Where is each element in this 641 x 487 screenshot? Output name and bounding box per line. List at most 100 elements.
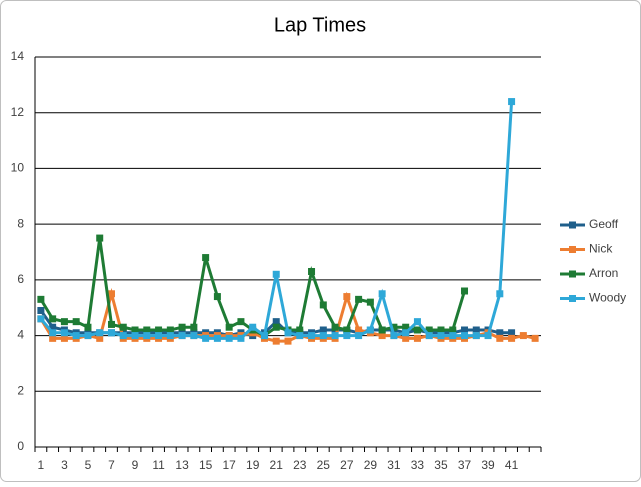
point-marker xyxy=(449,332,457,340)
point-marker xyxy=(155,326,163,334)
point-marker xyxy=(284,329,292,337)
point-marker xyxy=(308,332,316,340)
x-tick-label: 3 xyxy=(61,458,68,472)
point-marker xyxy=(213,293,221,301)
legend-label: Woody xyxy=(589,291,626,305)
point-marker xyxy=(237,318,245,326)
point-marker xyxy=(272,270,280,278)
chart-title: Lap Times xyxy=(274,14,366,36)
point-marker xyxy=(461,287,469,295)
point-marker xyxy=(461,326,469,334)
point-marker xyxy=(355,326,363,334)
point-marker xyxy=(366,298,374,306)
point-marker xyxy=(49,329,57,337)
point-marker xyxy=(319,326,327,334)
point-marker xyxy=(449,326,457,334)
point-marker xyxy=(496,290,504,298)
x-tick-label: 23 xyxy=(293,458,307,472)
y-tick-label: 2 xyxy=(17,383,24,397)
point-marker xyxy=(378,290,386,298)
point-marker xyxy=(60,329,68,337)
point-marker xyxy=(355,332,363,340)
point-marker xyxy=(84,332,92,340)
point-marker xyxy=(472,332,480,340)
point-marker xyxy=(131,326,139,334)
point-marker xyxy=(531,334,539,342)
point-marker xyxy=(143,326,151,334)
point-marker xyxy=(107,320,115,328)
point-marker xyxy=(496,334,504,342)
point-marker xyxy=(284,337,292,345)
point-marker xyxy=(508,334,516,342)
x-tick-label: 11 xyxy=(152,458,165,472)
point-marker xyxy=(202,334,210,342)
point-marker xyxy=(402,323,410,331)
y-tick-label: 12 xyxy=(11,105,25,119)
y-tick-label: 4 xyxy=(17,328,24,342)
legend-marker xyxy=(569,270,576,278)
y-tick-label: 8 xyxy=(17,216,24,230)
point-marker xyxy=(96,329,104,337)
point-marker xyxy=(84,323,92,331)
point-marker xyxy=(461,332,469,340)
x-tick-label: 5 xyxy=(85,458,92,472)
point-marker xyxy=(308,268,316,275)
point-marker xyxy=(366,326,374,334)
point-marker xyxy=(272,323,280,331)
x-tick-label: 29 xyxy=(364,458,378,472)
point-marker xyxy=(296,326,304,334)
legend-marker xyxy=(569,221,576,229)
y-tick-label: 6 xyxy=(17,272,24,286)
point-marker xyxy=(437,332,445,340)
x-tick-label: 1 xyxy=(38,458,45,472)
point-marker xyxy=(37,307,45,314)
x-tick-label: 15 xyxy=(199,458,213,472)
point-marker xyxy=(49,315,57,323)
point-marker xyxy=(402,329,410,337)
legend-label: Geoff xyxy=(589,217,619,231)
point-marker xyxy=(213,334,221,342)
point-marker xyxy=(37,315,45,323)
point-marker xyxy=(37,295,45,303)
point-marker xyxy=(413,334,421,342)
point-marker xyxy=(190,323,198,331)
point-marker xyxy=(425,326,433,334)
point-marker xyxy=(343,326,351,334)
point-marker xyxy=(107,290,115,298)
point-marker xyxy=(355,295,363,303)
legend-label: Nick xyxy=(589,242,613,256)
point-marker xyxy=(413,318,421,326)
x-tick-label: 35 xyxy=(434,458,448,472)
point-marker xyxy=(178,332,186,340)
point-marker xyxy=(225,323,233,331)
point-marker xyxy=(319,301,327,309)
point-marker xyxy=(166,332,174,340)
point-marker xyxy=(143,332,151,340)
point-marker xyxy=(225,334,233,342)
point-marker xyxy=(508,329,516,337)
point-marker xyxy=(437,326,445,334)
point-marker xyxy=(402,334,410,342)
point-marker xyxy=(60,318,68,326)
legend-marker xyxy=(569,295,576,302)
x-tick-label: 41 xyxy=(505,458,519,472)
point-marker xyxy=(390,332,398,340)
point-marker xyxy=(202,254,210,262)
point-marker xyxy=(319,332,327,340)
point-marker xyxy=(378,326,386,334)
point-marker xyxy=(131,332,139,340)
point-marker xyxy=(72,332,80,340)
x-tick-label: 17 xyxy=(222,458,236,472)
x-tick-label: 19 xyxy=(246,458,260,472)
point-marker xyxy=(60,334,68,342)
y-tick-label: 0 xyxy=(17,439,24,453)
y-tick-label: 14 xyxy=(11,49,25,63)
x-tick-label: 25 xyxy=(317,458,331,472)
point-marker xyxy=(260,332,268,340)
point-marker xyxy=(272,318,280,326)
x-tick-label: 31 xyxy=(387,458,401,472)
point-marker xyxy=(237,334,245,342)
point-marker xyxy=(343,332,351,340)
x-tick-label: 39 xyxy=(481,458,495,472)
x-tick-label: 13 xyxy=(175,458,189,472)
